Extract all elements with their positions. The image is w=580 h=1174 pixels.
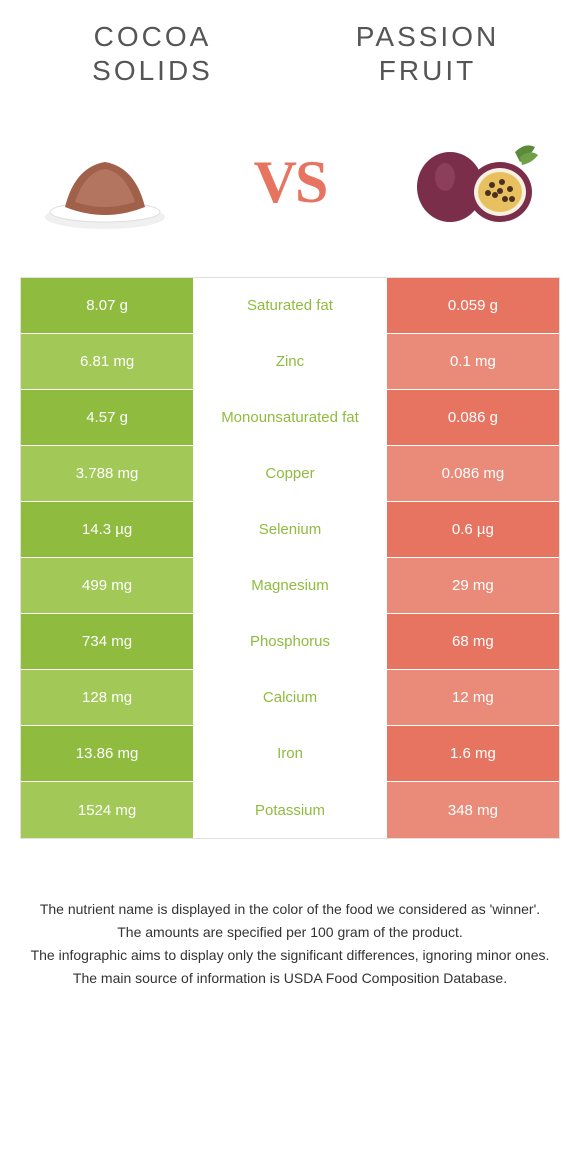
footer-line: The infographic aims to display only the… <box>30 945 550 966</box>
left-food-title: COCOA SOLIDS <box>40 20 265 87</box>
left-value: 6.81 mg <box>21 334 193 389</box>
nutrient-label: Zinc <box>193 334 387 389</box>
right-value: 12 mg <box>387 670 559 725</box>
nutrient-label: Copper <box>193 446 387 501</box>
table-row: 499 mgMagnesium29 mg <box>21 558 559 614</box>
left-value: 1524 mg <box>21 782 193 838</box>
right-value: 68 mg <box>387 614 559 669</box>
table-row: 1524 mgPotassium348 mg <box>21 782 559 838</box>
table-row: 3.788 mgCopper0.086 mg <box>21 446 559 502</box>
right-value: 29 mg <box>387 558 559 613</box>
vs-label: VS <box>254 148 327 217</box>
left-value: 4.57 g <box>21 390 193 445</box>
nutrient-label: Magnesium <box>193 558 387 613</box>
table-row: 8.07 gSaturated fat0.059 g <box>21 278 559 334</box>
table-row: 128 mgCalcium12 mg <box>21 670 559 726</box>
nutrient-label: Calcium <box>193 670 387 725</box>
nutrient-label: Monounsaturated fat <box>193 390 387 445</box>
table-row: 14.3 µgSelenium0.6 µg <box>21 502 559 558</box>
left-value: 128 mg <box>21 670 193 725</box>
table-row: 734 mgPhosphorus68 mg <box>21 614 559 670</box>
left-value: 734 mg <box>21 614 193 669</box>
footer-line: The amounts are specified per 100 gram o… <box>30 922 550 943</box>
table-row: 4.57 gMonounsaturated fat0.086 g <box>21 390 559 446</box>
cocoa-solids-image <box>30 127 180 237</box>
nutrient-label: Iron <box>193 726 387 781</box>
nutrient-label: Saturated fat <box>193 278 387 333</box>
right-value: 1.6 mg <box>387 726 559 781</box>
footer-notes: The nutrient name is displayed in the co… <box>0 839 580 989</box>
nutrient-label: Potassium <box>193 782 387 838</box>
right-value: 0.1 mg <box>387 334 559 389</box>
right-value: 348 mg <box>387 782 559 838</box>
nutrient-label: Selenium <box>193 502 387 557</box>
footer-line: The main source of information is USDA F… <box>30 968 550 989</box>
left-value: 3.788 mg <box>21 446 193 501</box>
right-value: 0.086 g <box>387 390 559 445</box>
right-value: 0.6 µg <box>387 502 559 557</box>
left-value: 8.07 g <box>21 278 193 333</box>
right-value: 0.059 g <box>387 278 559 333</box>
right-food-title: PASSION FRUIT <box>315 20 540 87</box>
left-value: 13.86 mg <box>21 726 193 781</box>
nutrient-table: 8.07 gSaturated fat0.059 g6.81 mgZinc0.1… <box>20 277 560 839</box>
footer-line: The nutrient name is displayed in the co… <box>30 899 550 920</box>
table-row: 13.86 mgIron1.6 mg <box>21 726 559 782</box>
right-value: 0.086 mg <box>387 446 559 501</box>
titles-row: COCOA SOLIDS PASSION FRUIT <box>0 0 580 97</box>
nutrient-label: Phosphorus <box>193 614 387 669</box>
table-row: 6.81 mgZinc0.1 mg <box>21 334 559 390</box>
passion-fruit-image <box>400 127 550 237</box>
left-value: 499 mg <box>21 558 193 613</box>
left-value: 14.3 µg <box>21 502 193 557</box>
images-row: VS <box>0 97 580 277</box>
